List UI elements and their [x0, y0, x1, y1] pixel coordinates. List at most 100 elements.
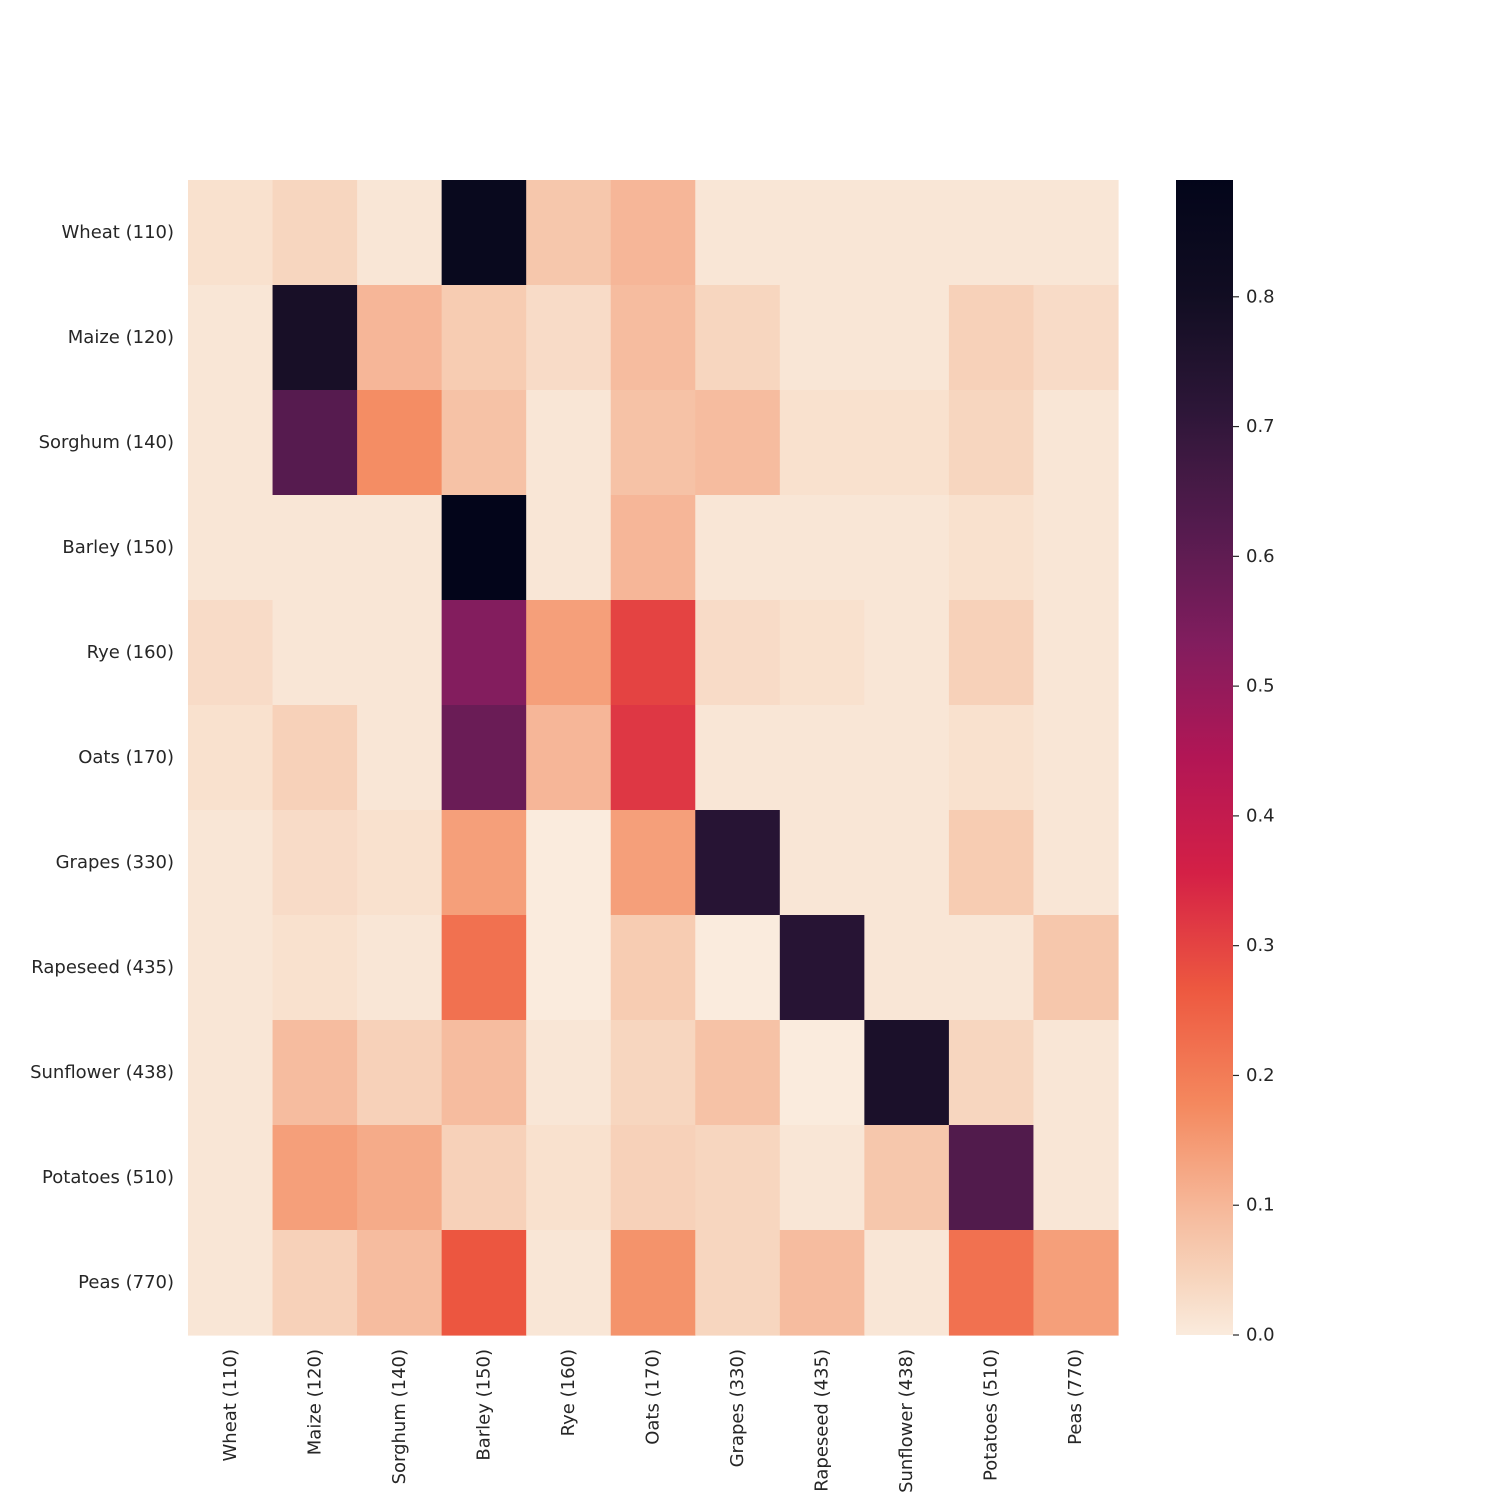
heatmap-cell: [948, 1125, 1035, 1231]
heatmap-cell: [272, 495, 358, 601]
heatmap-cell: [441, 705, 527, 811]
row-tick-label: Rapeseed (435): [31, 957, 174, 978]
heatmap-cell: [441, 1020, 527, 1126]
heatmap-cell: [610, 600, 696, 706]
heatmap-cell: [779, 1230, 865, 1336]
heatmap-cell: [272, 1125, 358, 1231]
heatmap-cell: [948, 915, 1035, 1021]
heatmap-cell: [357, 915, 443, 1021]
row-tick-label: Grapes (330): [56, 852, 174, 873]
heatmap-cell: [188, 180, 274, 286]
heatmap-cell: [1033, 285, 1119, 391]
heatmap-cell: [948, 705, 1035, 811]
heatmap-cells: [188, 180, 1119, 1336]
heatmap-cell: [1033, 180, 1119, 286]
heatmap-cell: [864, 180, 950, 286]
row-tick-label: Peas (770): [78, 1272, 174, 1293]
heatmap-cell: [864, 495, 950, 601]
heatmap-cell: [188, 810, 274, 916]
heatmap-cell: [357, 1230, 443, 1336]
colorbar-gradient: [1176, 180, 1233, 1335]
heatmap-cell: [526, 705, 612, 811]
heatmap-cell: [864, 600, 950, 706]
heatmap-cell: [610, 390, 696, 496]
column-tick-label: Grapes (330): [727, 1349, 748, 1467]
row-tick-label: Maize (120): [68, 327, 174, 348]
heatmap-cell: [864, 285, 950, 391]
colorbar-tick-label: 0.2: [1246, 1065, 1275, 1086]
colorbar: 0.0 0.1 0.2 0.3 0.4 0.5 0.6 0.7 0.8: [1176, 180, 1275, 1346]
column-tick-label: Rapeseed (435): [812, 1349, 833, 1492]
heatmap-cell: [188, 1020, 274, 1126]
heatmap-cell: [1033, 390, 1119, 496]
heatmap-cell: [526, 180, 612, 286]
colorbar-tick-label: 0.1: [1246, 1195, 1275, 1216]
heatmap-cell: [948, 600, 1035, 706]
heatmap-cell: [357, 810, 443, 916]
column-tick-label: Sunflower (438): [896, 1349, 917, 1493]
heatmap-cell: [526, 390, 612, 496]
heatmap-cell: [779, 810, 865, 916]
row-tick-label: Barley (150): [62, 537, 174, 558]
heatmap-cell: [610, 495, 696, 601]
row-tick-label: Sorghum (140): [39, 432, 174, 453]
heatmap-cell: [695, 1020, 781, 1126]
heatmap-cell: [695, 810, 781, 916]
heatmap-cell: [441, 600, 527, 706]
heatmap-cell: [948, 810, 1035, 916]
column-tick-label: Wheat (110): [220, 1349, 241, 1462]
heatmap-cell: [441, 810, 527, 916]
heatmap-cell: [610, 180, 696, 286]
column-tick-label: Peas (770): [1065, 1349, 1086, 1445]
heatmap-cell: [864, 390, 950, 496]
heatmap-cell: [357, 285, 443, 391]
heatmap-cell: [357, 1020, 443, 1126]
colorbar-tick-label: 0.7: [1246, 416, 1275, 437]
heatmap-cell: [272, 180, 358, 286]
heatmap-cell: [188, 915, 274, 1021]
heatmap-cell: [526, 1125, 612, 1231]
heatmap-cell: [610, 1125, 696, 1231]
heatmap-cell: [441, 180, 527, 286]
row-tick-label: Wheat (110): [62, 222, 175, 243]
heatmap-cell: [1033, 495, 1119, 601]
heatmap-cell: [779, 705, 865, 811]
heatmap-cell: [188, 495, 274, 601]
heatmap-cell: [610, 1020, 696, 1126]
heatmap-cell: [610, 705, 696, 811]
heatmap-cell: [441, 390, 527, 496]
heatmap-cell: [526, 915, 612, 1021]
heatmap-cell: [695, 1125, 781, 1231]
heatmap-cell: [357, 180, 443, 286]
heatmap-cell: [272, 915, 358, 1021]
heatmap-cell: [779, 1020, 865, 1126]
heatmap-cell: [441, 1125, 527, 1231]
heatmap-cell: [272, 810, 358, 916]
heatmap-cell: [864, 810, 950, 916]
heatmap-cell: [357, 495, 443, 601]
heatmap-cell: [188, 1230, 274, 1336]
heatmap-cell: [357, 705, 443, 811]
heatmap-cell: [610, 285, 696, 391]
heatmap-cell: [1033, 1125, 1119, 1231]
heatmap-cell: [695, 495, 781, 601]
heatmap-cell: [948, 1020, 1035, 1126]
column-tick-label: Rye (160): [558, 1349, 579, 1436]
heatmap-cell: [779, 495, 865, 601]
heatmap-cell: [1033, 915, 1119, 1021]
heatmap-cell: [188, 600, 274, 706]
column-tick-label: Oats (170): [643, 1349, 664, 1445]
column-tick-label: Maize (120): [304, 1349, 325, 1455]
heatmap-cell: [441, 915, 527, 1021]
heatmap-cell: [948, 1230, 1035, 1336]
colorbar-tick-label: 0.0: [1246, 1325, 1275, 1346]
row-tick-labels: Wheat (110) Maize (120) Sorghum (140) Barle…: [30, 222, 174, 1293]
heatmap-cell: [1033, 600, 1119, 706]
heatmap-cell: [779, 1125, 865, 1231]
heatmap-cell: [188, 390, 274, 496]
column-tick-labels: Wheat (110) Maize (120) Sorghum (140) Barle…: [220, 1349, 1086, 1493]
heatmap-cell: [779, 180, 865, 286]
heatmap-cell: [357, 600, 443, 706]
heatmap-cell: [695, 390, 781, 496]
